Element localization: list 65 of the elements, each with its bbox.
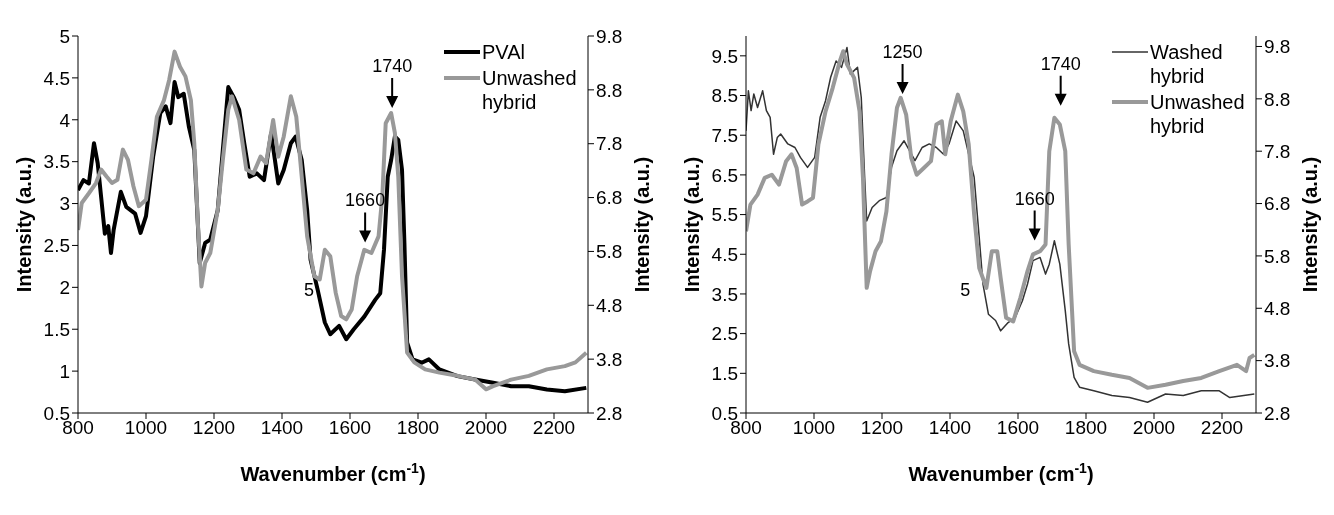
x-tick-label: 1800 xyxy=(396,417,440,439)
y-tick-label: 4 xyxy=(59,109,71,131)
legend-label: PVAl xyxy=(482,40,526,64)
x-tick-label: 1600 xyxy=(996,417,1040,439)
legend-label: Washed hybrid xyxy=(1150,40,1224,88)
y2-tick-label: 5.8 xyxy=(1264,245,1291,267)
x-axis-title: Wavenumber (cm$^{-1}$) xyxy=(908,460,1094,485)
annotation: 5 xyxy=(304,280,315,301)
y2-axis-title: Intensity (a.u.) xyxy=(631,156,654,293)
y2-tick-label: 5.8 xyxy=(596,241,623,263)
y-tick-label: 1.5 xyxy=(711,363,738,385)
y-tick-label: 4.5 xyxy=(43,67,70,89)
legend-label: Unwashed hybrid xyxy=(482,66,578,114)
x-tick-label: 2200 xyxy=(532,417,576,439)
y2-tick-label: 7.8 xyxy=(1264,140,1291,162)
legend-label: Unwashed hybrid xyxy=(1150,90,1246,138)
y2-tick-label: 2.8 xyxy=(1264,402,1291,424)
y2-tick-label: 8.8 xyxy=(596,79,623,101)
y-tick-label: 9.5 xyxy=(711,45,738,67)
y2-tick-label: 6.8 xyxy=(596,187,623,209)
y-tick-label: 3.5 xyxy=(711,283,738,305)
annotation: 1740 xyxy=(1040,53,1081,74)
y-tick-label: 4.5 xyxy=(711,244,738,266)
y2-tick-label: 7.8 xyxy=(596,133,623,155)
y-tick-label: 3 xyxy=(59,193,70,215)
y-tick-label: 6.5 xyxy=(711,164,738,186)
y2-axis-title: Intensity (a.u.) xyxy=(1299,156,1322,293)
y2-tick-label: 4.8 xyxy=(1264,298,1291,320)
annotation: 1660 xyxy=(345,190,386,211)
y-tick-label: 1.5 xyxy=(43,318,70,340)
y-axis-title: Intensity (a.u.) xyxy=(681,156,704,293)
x-tick-label: 1000 xyxy=(124,417,168,439)
annotation: 1660 xyxy=(1014,188,1055,209)
y-tick-label: 3.5 xyxy=(43,151,70,173)
x-tick-label: 2200 xyxy=(1200,417,1244,439)
x-tick-label: 1400 xyxy=(260,417,304,439)
x-tick-label: 2000 xyxy=(1132,417,1176,439)
y-tick-label: 2.5 xyxy=(43,235,70,257)
annotation: 1740 xyxy=(372,55,413,76)
annotation: 1250 xyxy=(882,41,923,62)
x-tick-label: 1800 xyxy=(1064,417,1108,439)
y2-tick-label: 3.8 xyxy=(596,348,623,370)
x-tick-label: 1600 xyxy=(328,417,372,439)
y2-tick-label: 8.8 xyxy=(1264,88,1291,110)
x-tick-label: 1400 xyxy=(928,417,972,439)
y-tick-label: 5.5 xyxy=(711,204,738,226)
x-tick-label: 2000 xyxy=(464,417,508,439)
annotation: 5 xyxy=(960,280,971,301)
y-tick-label: 2.5 xyxy=(711,323,738,345)
y-tick-label: 5 xyxy=(59,25,70,47)
x-tick-label: 1000 xyxy=(792,417,836,439)
y2-tick-label: 6.8 xyxy=(1264,193,1291,215)
x-axis-title: Wavenumber (cm$^{-1}$) xyxy=(240,460,426,485)
y-tick-label: 8.5 xyxy=(711,85,738,107)
y-tick-label: 2 xyxy=(59,277,70,299)
y-axis-title: Intensity (a.u.) xyxy=(13,156,36,293)
y2-tick-label: 3.8 xyxy=(1264,350,1291,372)
y2-tick-label: 9.8 xyxy=(1264,36,1291,58)
x-tick-label: 1200 xyxy=(192,417,236,439)
y2-tick-label: 2.8 xyxy=(596,402,623,424)
y-tick-label: 7.5 xyxy=(711,124,738,146)
y2-tick-label: 4.8 xyxy=(596,295,623,317)
y2-tick-label: 9.8 xyxy=(596,25,623,47)
y-tick-label: 1 xyxy=(59,360,70,382)
x-tick-label: 1200 xyxy=(860,417,904,439)
